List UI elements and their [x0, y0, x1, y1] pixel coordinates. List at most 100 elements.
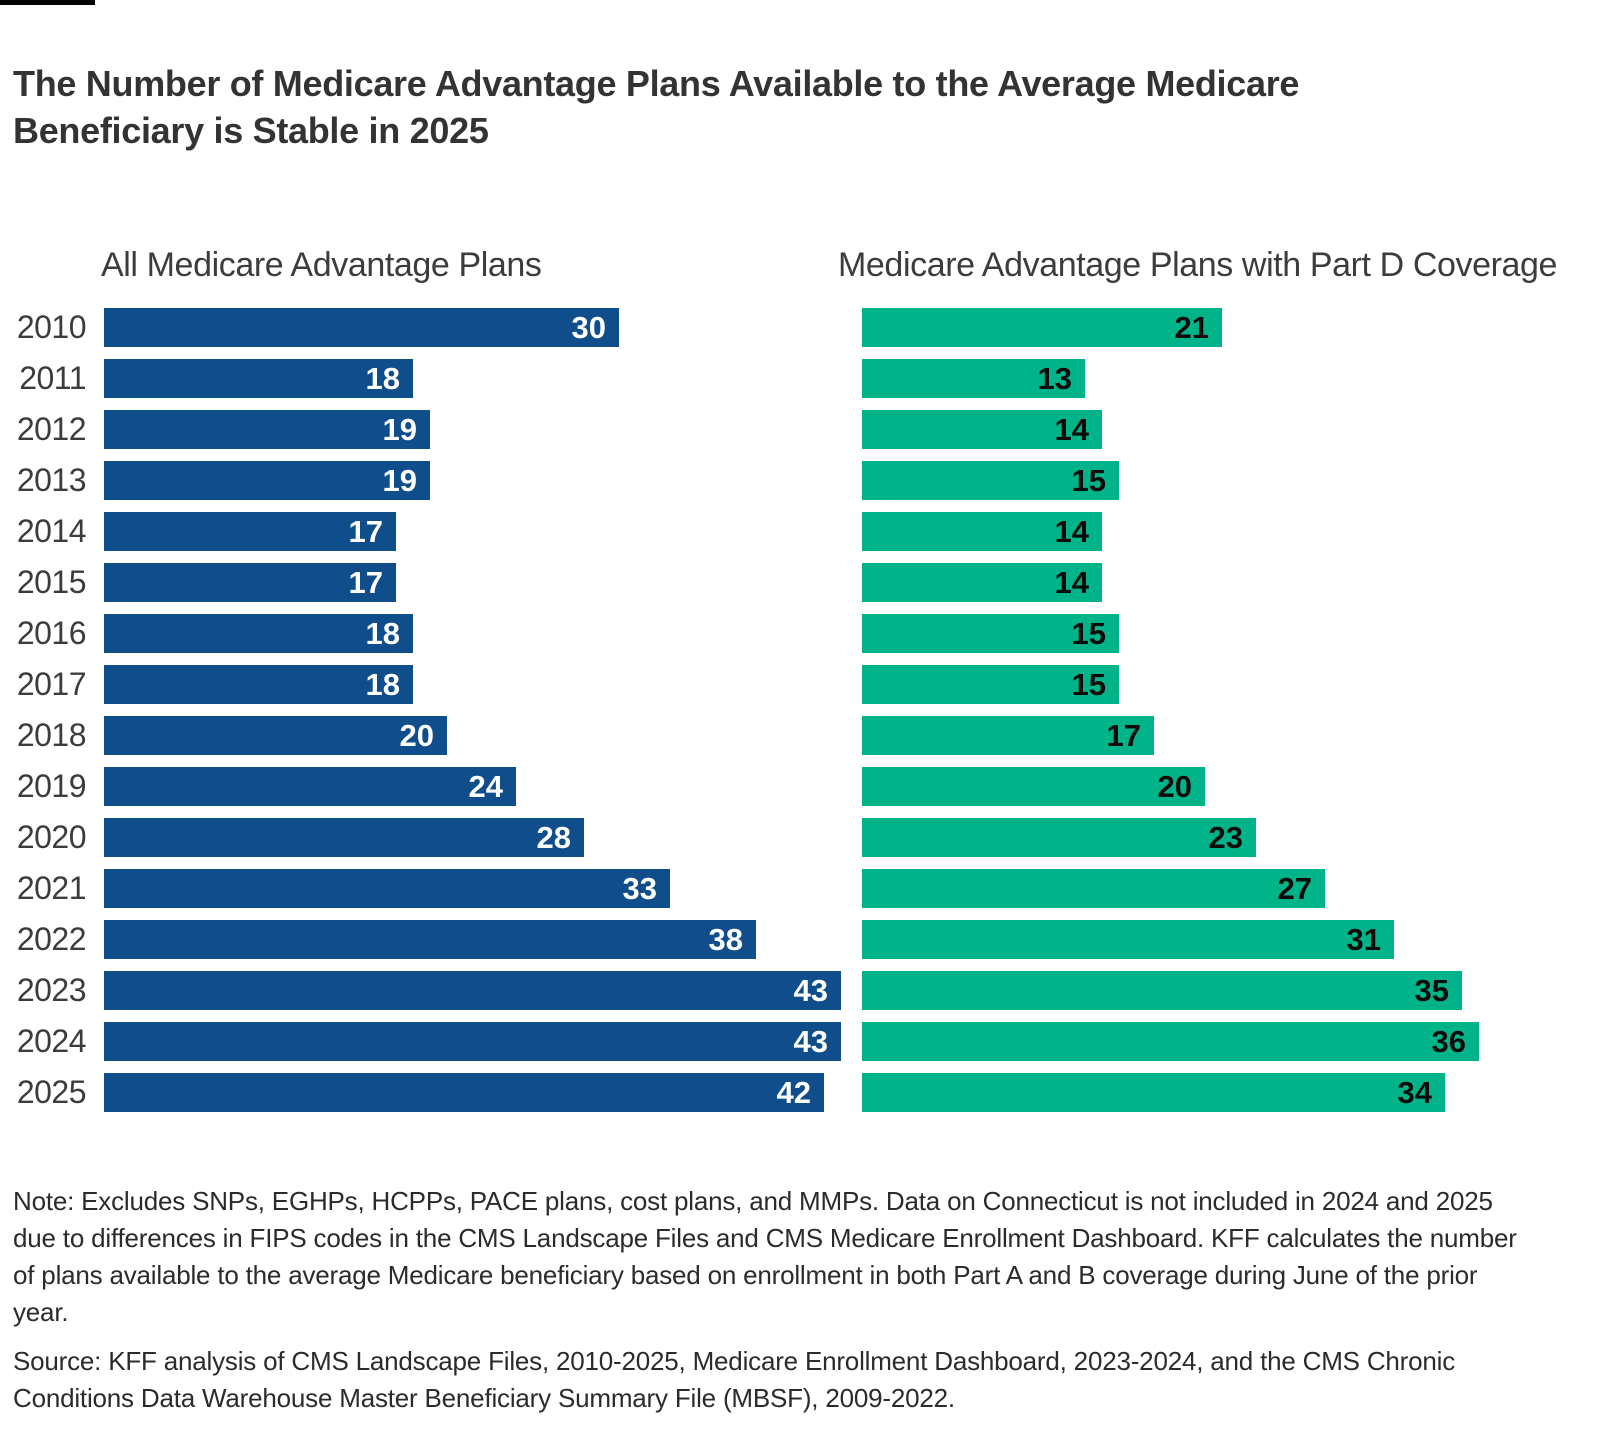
year-label: 2018 — [16, 717, 87, 753]
part-d-bar-cell: 14 — [862, 404, 1620, 455]
all-plans-bar-cell: 17 — [104, 506, 862, 557]
bar-value-label: 21 — [1174, 310, 1209, 345]
chart-row-2022: 2022 38 31 — [0, 914, 1620, 965]
year-label: 2022 — [16, 921, 87, 957]
all-plans-bar-2011: 18 — [104, 359, 413, 398]
bar-value-label: 31 — [1346, 922, 1381, 957]
all-plans-bar-cell: 18 — [104, 608, 862, 659]
all-plans-bar-cell: 42 — [104, 1067, 862, 1118]
part-d-bar-cell: 14 — [862, 506, 1620, 557]
bar-value-label: 20 — [399, 718, 434, 753]
all-plans-bar-2015: 17 — [104, 563, 396, 602]
all-plans-bar-cell: 19 — [104, 404, 862, 455]
year-label: 2016 — [16, 615, 87, 651]
bar-value-label: 34 — [1397, 1075, 1432, 1110]
part-d-bar-2016: 15 — [862, 614, 1119, 653]
all-plans-bar-2010: 30 — [104, 308, 619, 347]
part-d-bar-2018: 17 — [862, 716, 1154, 755]
all-plans-bar-2021: 33 — [104, 869, 670, 908]
all-plans-bar-cell: 20 — [104, 710, 862, 761]
bar-value-label: 14 — [1054, 514, 1089, 549]
bar-value-label: 18 — [365, 667, 400, 702]
bar-value-label: 15 — [1071, 667, 1106, 702]
chart-row-2019: 2019 24 20 — [0, 761, 1620, 812]
bar-value-label: 17 — [348, 565, 383, 600]
part-d-bar-2021: 27 — [862, 869, 1325, 908]
part-d-bar-cell: 17 — [862, 710, 1620, 761]
year-label: 2020 — [16, 819, 87, 855]
bar-value-label: 20 — [1157, 769, 1192, 804]
footnotes: Note: Excludes SNPs, EGHPs, HCPPs, PACE … — [13, 1183, 1523, 1429]
all-plans-bar-cell: 43 — [104, 1016, 862, 1067]
chart-row-2011: 2011 18 13 — [0, 353, 1620, 404]
part-d-bar-2025: 34 — [862, 1073, 1445, 1112]
top-left-mark — [0, 0, 95, 5]
bar-value-label: 17 — [1106, 718, 1141, 753]
part-d-bar-cell: 36 — [862, 1016, 1620, 1067]
part-d-bar-cell: 15 — [862, 608, 1620, 659]
all-plans-bar-2016: 18 — [104, 614, 413, 653]
chart-row-2010: 2010 30 21 — [0, 302, 1620, 353]
part-d-bar-cell: 35 — [862, 965, 1620, 1016]
year-label: 2011 — [19, 360, 86, 396]
bar-value-label: 38 — [708, 922, 743, 957]
chart-row-2021: 2021 33 27 — [0, 863, 1620, 914]
chart-row-2016: 2016 18 15 — [0, 608, 1620, 659]
part-d-bar-cell: 15 — [862, 455, 1620, 506]
bar-value-label: 13 — [1037, 361, 1072, 396]
all-plans-bar-2018: 20 — [104, 716, 447, 755]
year-label: 2023 — [16, 972, 87, 1008]
year-label: 2014 — [16, 513, 87, 549]
chart-row-2014: 2014 17 14 — [0, 506, 1620, 557]
chart-title: The Number of Medicare Advantage Plans A… — [13, 63, 1300, 151]
chart-row-2024: 2024 43 36 — [0, 1016, 1620, 1067]
part-d-bar-cell: 34 — [862, 1067, 1620, 1118]
bar-value-label: 43 — [793, 1024, 828, 1059]
bar-value-label: 15 — [1071, 616, 1106, 651]
all-plans-bar-2024: 43 — [104, 1022, 841, 1061]
part-d-bar-2010: 21 — [862, 308, 1222, 347]
all-plans-bar-2012: 19 — [104, 410, 430, 449]
all-plans-bar-cell: 30 — [104, 302, 862, 353]
part-d-bar-cell: 27 — [862, 863, 1620, 914]
year-label: 2010 — [16, 309, 87, 345]
chart-row-2015: 2015 17 14 — [0, 557, 1620, 608]
bar-value-label: 27 — [1277, 871, 1312, 906]
all-plans-bar-2023: 43 — [104, 971, 841, 1010]
all-plans-bar-2019: 24 — [104, 767, 516, 806]
all-plans-bar-cell: 38 — [104, 914, 862, 965]
all-plans-bar-cell: 43 — [104, 965, 862, 1016]
bar-value-label: 35 — [1414, 973, 1449, 1008]
all-plans-bar-2017: 18 — [104, 665, 413, 704]
bar-value-label: 24 — [468, 769, 503, 804]
panel-headers: All Medicare Advantage Plans Medicare Ad… — [0, 246, 1620, 292]
all-plans-bar-cell: 28 — [104, 812, 862, 863]
all-plans-bar-cell: 17 — [104, 557, 862, 608]
chart-row-2025: 2025 42 34 — [0, 1067, 1620, 1118]
part-d-bar-2023: 35 — [862, 971, 1462, 1010]
bar-value-label: 30 — [571, 310, 606, 345]
year-label: 2013 — [16, 462, 87, 498]
part-d-bar-2024: 36 — [862, 1022, 1479, 1061]
bar-value-label: 19 — [382, 463, 417, 498]
part-d-bar-2014: 14 — [862, 512, 1102, 551]
bar-value-label: 19 — [382, 412, 417, 447]
part-d-bar-cell: 13 — [862, 353, 1620, 404]
year-label: 2017 — [16, 666, 87, 702]
part-d-bar-2019: 20 — [862, 767, 1205, 806]
part-d-bar-cell: 15 — [862, 659, 1620, 710]
part-d-bar-2020: 23 — [862, 818, 1256, 857]
all-plans-bar-2022: 38 — [104, 920, 756, 959]
part-d-bar-cell: 21 — [862, 302, 1620, 353]
all-plans-bar-cell: 19 — [104, 455, 862, 506]
bar-value-label: 36 — [1431, 1024, 1466, 1059]
bar-value-label: 14 — [1054, 565, 1089, 600]
all-plans-bar-2014: 17 — [104, 512, 396, 551]
all-plans-bar-cell: 18 — [104, 353, 862, 404]
chart-row-2012: 2012 19 14 — [0, 404, 1620, 455]
all-plans-bar-2025: 42 — [104, 1073, 824, 1112]
part-d-bar-cell: 20 — [862, 761, 1620, 812]
part-d-bar-cell: 23 — [862, 812, 1620, 863]
year-label: 2015 — [16, 564, 87, 600]
year-label: 2019 — [16, 768, 87, 804]
